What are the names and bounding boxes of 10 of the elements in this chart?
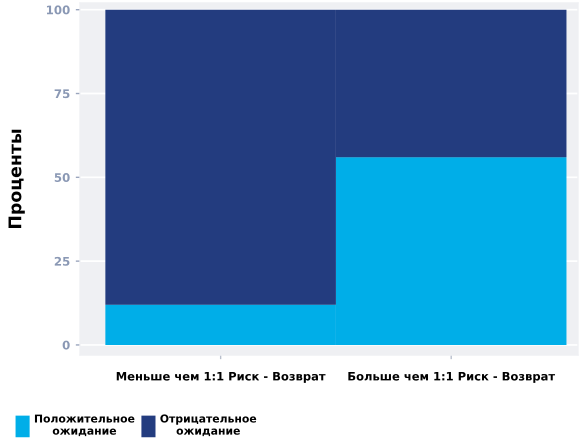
y-tick-label: 50 [54, 173, 70, 182]
x-tick-label: Меньше чем 1:1 Риск - Возврат [116, 372, 326, 383]
y-axis-title: Проценты [8, 130, 25, 228]
y-tick-label: 100 [46, 5, 70, 14]
y-tick-label: 75 [54, 89, 70, 98]
x-tick-label: Больше чем 1:1 Риск - Возврат [348, 372, 556, 383]
legend-label: Отрицательное ожидание [160, 414, 256, 436]
y-tick-label: 0 [62, 340, 70, 350]
legend-label: Положительное ожидание [34, 414, 134, 436]
y-tick-label: 25 [54, 256, 70, 266]
